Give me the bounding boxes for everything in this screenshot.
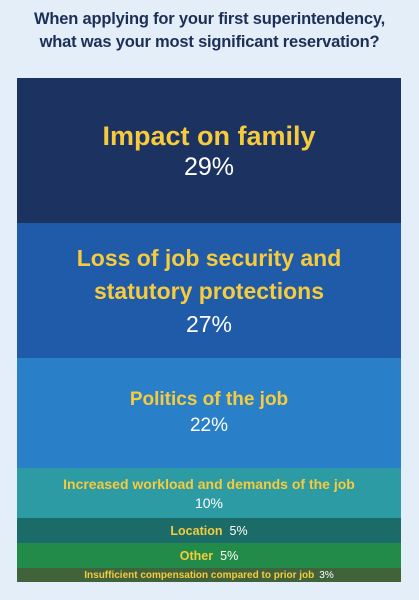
segment-label: Insufficient compensation compared to pr… [84,570,314,581]
chart-title-line-2: what was your most significant reservati… [39,33,380,51]
segment-label-line: Insufficient compensation compared to pr… [84,569,315,581]
segment-value-label: 27% [185,310,233,337]
bar-segment: Insufficient compensation compared to pr… [17,568,401,582]
segment-value-label: 22% [189,415,229,436]
segment-label: Politics of the job [130,387,288,413]
segment-label: Other [180,549,213,563]
bar-segment: Other 5% [17,543,401,568]
chart-title: When applying for your first superintend… [0,8,419,54]
segment-value-label: 5% [229,523,248,538]
segment-label-line: Increased workload and demands of the jo… [63,475,355,492]
segment-label-line: Other [179,548,214,563]
segment-label-line: Location [170,523,223,538]
segment-value-label: 29% [183,152,235,181]
bar-segment: Location 5% [17,518,401,543]
segment-label: Impact on family [102,120,315,152]
segment-value-label: 5% [220,548,239,563]
bar-segment: Loss of job security and statutory protec… [17,223,401,358]
bar-segment: Politics of the job 22% [17,358,401,468]
segment-label-line: Loss of job security and [76,244,342,271]
segment-label: Loss of job security and statutory protec… [77,242,342,308]
segment-label: Location [170,524,222,538]
chart-title-line-1: When applying for your first superintend… [34,10,385,28]
bar-segment: Impact on family 29% [17,78,401,223]
segment-label: Increased workload and demands of the jo… [63,474,355,494]
segment-value-label: 10% [194,494,224,511]
segment-label-line: Politics of the job [129,389,289,410]
bar-segment: Increased workload and demands of the jo… [17,468,401,518]
stacked-bar: Impact on family 29% Loss of job security … [17,78,401,582]
segment-label-line: statutory protections [93,277,324,304]
segment-value-label: 3% [319,569,334,581]
segment-label-line: Impact on family [102,120,316,151]
